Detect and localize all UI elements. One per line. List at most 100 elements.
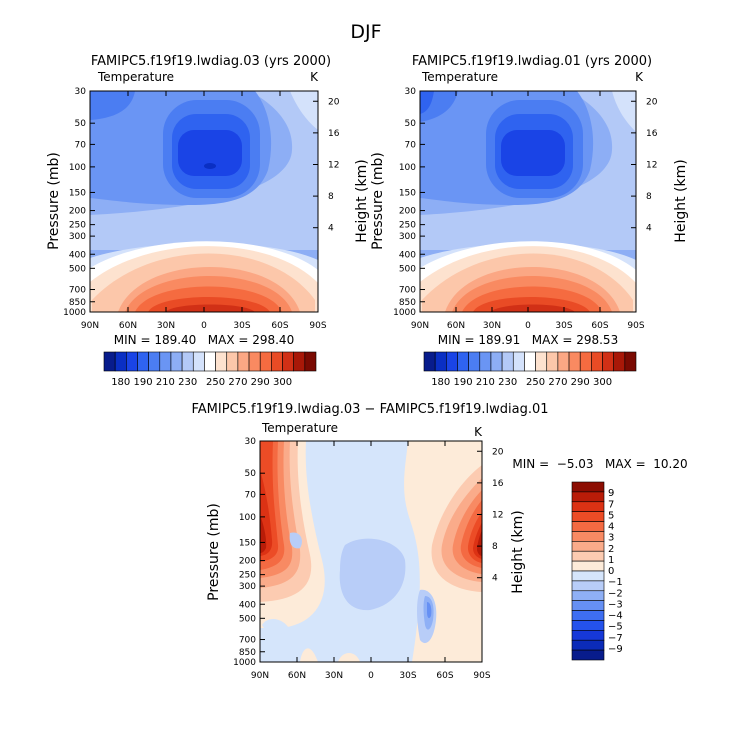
- colorbar-label: −1: [608, 577, 623, 588]
- colorbar-label: 300: [273, 377, 292, 388]
- colorbar-swatch: [226, 351, 239, 372]
- colorbar-swatch: [524, 351, 536, 372]
- colorbar-label: 290: [251, 377, 270, 388]
- height-tick-label: 16: [646, 129, 658, 139]
- colorbar-label: 300: [593, 377, 612, 388]
- y-tick-label: 100: [399, 163, 416, 173]
- colorbar-label: 4: [608, 522, 614, 533]
- colorbar-swatch: [468, 351, 481, 372]
- height-tick-label: 4: [328, 224, 334, 234]
- contour-band: [90, 91, 318, 250]
- x-tick-label: 0: [368, 671, 374, 681]
- colorbar-swatch: [571, 560, 605, 572]
- y-axis-right-label: Height (km): [673, 159, 689, 242]
- colorbar-label: −5: [608, 622, 623, 633]
- colorbar-label: 250: [526, 377, 545, 388]
- y-tick-label: 1000: [63, 308, 86, 318]
- height-tick-label: 20: [492, 447, 504, 457]
- contour-band: [260, 515, 267, 553]
- colorbar-label: −2: [608, 588, 623, 599]
- x-tick-label: 90S: [627, 321, 644, 331]
- y-tick-label: 1000: [393, 308, 416, 318]
- panel-title: FAMIPC5.f19f19.lwdiag.03 − FAMIPC5.f19f1…: [192, 402, 549, 417]
- contour-field: [90, 91, 318, 312]
- y-tick-label: 400: [399, 250, 416, 260]
- colorbar-swatch: [457, 351, 469, 372]
- y-tick-label: 30: [75, 87, 87, 97]
- colorbar-swatch: [571, 541, 605, 552]
- colorbar-swatch: [501, 351, 514, 372]
- x-tick-label: 30N: [483, 321, 501, 331]
- y-tick-label: 100: [69, 163, 86, 173]
- colorbar-swatch: [204, 351, 216, 372]
- y-tick-label: 70: [245, 490, 257, 500]
- contour-field: [260, 441, 482, 662]
- y-tick-label: 300: [239, 582, 256, 592]
- y-tick-label: 700: [399, 286, 416, 296]
- colorbar-swatch: [571, 531, 605, 542]
- colorbar-swatch: [170, 351, 183, 372]
- x-tick-label: 60S: [436, 671, 453, 681]
- y-tick-label: 850: [399, 298, 416, 308]
- colorbar-label: 190: [134, 377, 153, 388]
- x-tick-label: 90N: [411, 321, 429, 331]
- colorbar-swatch: [571, 610, 605, 621]
- x-tick-label: 60N: [288, 671, 306, 681]
- y-tick-label: 50: [405, 119, 417, 129]
- colorbar-swatch: [237, 351, 250, 372]
- figure-title: DJF: [350, 21, 381, 43]
- x-tick-label: 60N: [447, 321, 465, 331]
- y-tick-label: 250: [69, 221, 86, 231]
- x-tick-label: 30S: [233, 321, 250, 331]
- colorbar-swatch: [571, 600, 605, 611]
- y-tick-label: 100: [239, 513, 256, 523]
- colorbar-swatch: [602, 351, 614, 372]
- height-tick-label: 12: [646, 161, 657, 171]
- colorbar-swatch: [126, 351, 138, 372]
- colorbar-label: 230: [498, 377, 517, 388]
- colorbar-swatch: [148, 351, 161, 372]
- contour-band: [300, 648, 318, 662]
- panel-variable-label: Temperature: [261, 421, 338, 435]
- colorbar-swatch: [571, 649, 605, 661]
- y-tick-label: 500: [399, 264, 416, 274]
- height-tick-label: 4: [492, 574, 498, 584]
- colorbar-swatch: [114, 351, 127, 372]
- colorbar-swatch: [613, 351, 626, 372]
- colorbar-swatch: [571, 639, 605, 651]
- height-tick-label: 8: [328, 192, 334, 202]
- colorbar-swatch: [293, 351, 306, 372]
- contour-band: [612, 91, 636, 132]
- y-axis-label: Pressure (mb): [370, 152, 386, 250]
- stats-label: MIN = −5.03 MAX = 10.20: [512, 457, 687, 471]
- colorbar-label: 270: [548, 377, 567, 388]
- colorbar-label: −3: [608, 599, 623, 610]
- colorbar-label: 5: [608, 510, 614, 521]
- colorbar-swatch: [159, 351, 172, 372]
- y-tick-label: 500: [69, 264, 86, 274]
- panel-variable-label: Temperature: [97, 70, 174, 84]
- colorbar-label: 3: [608, 533, 614, 544]
- y-tick-label: 850: [239, 648, 256, 658]
- colorbar-swatch: [557, 351, 570, 372]
- contour-band: [420, 91, 434, 114]
- colorbar: 180 190 210 230 250 270 290 300: [103, 351, 317, 388]
- colorbar-label: 290: [571, 377, 590, 388]
- colorbar-label: 0: [608, 566, 614, 577]
- colorbar-label: 210: [156, 377, 175, 388]
- y-tick-label: 850: [69, 298, 86, 308]
- y-tick-label: 1000: [233, 658, 256, 668]
- colorbar-label: −7: [608, 633, 623, 644]
- y-axis-label: Pressure (mb): [206, 503, 222, 601]
- y-tick-label: 250: [399, 221, 416, 231]
- y-tick-label: 70: [405, 140, 417, 150]
- panel-test: FAMIPC5.f19f19.lwdiag.01 (yrs 2000) Temp…: [370, 54, 689, 388]
- panel-ctrl: FAMIPC5.f19f19.lwdiag.03 (yrs 2000) Temp…: [46, 54, 370, 388]
- contour-band: [420, 91, 636, 250]
- colorbar-label: 2: [608, 544, 614, 555]
- colorbar-label: 210: [476, 377, 495, 388]
- colorbar-swatch: [571, 590, 605, 601]
- colorbar-swatch: [571, 570, 605, 582]
- y-tick-label: 700: [69, 286, 86, 296]
